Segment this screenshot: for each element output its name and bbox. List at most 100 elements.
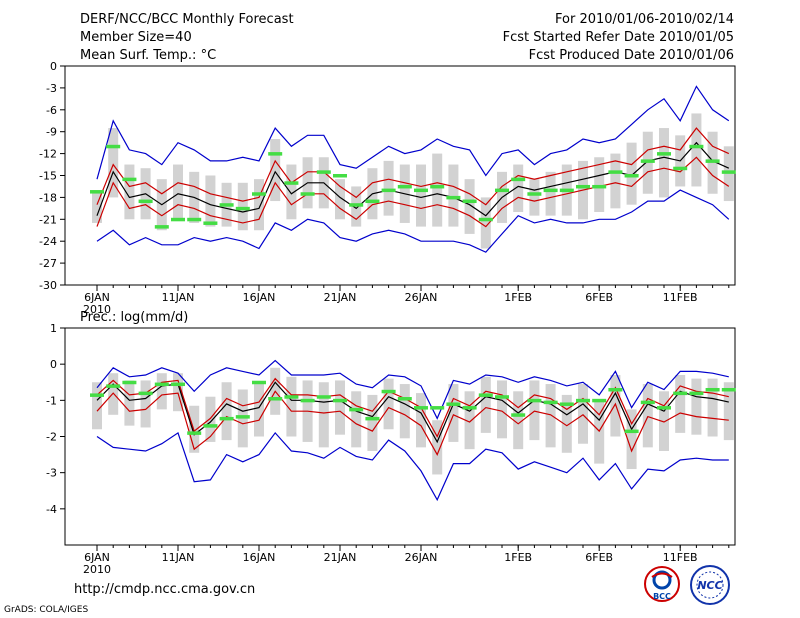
prec-observed-marker (608, 387, 623, 392)
prec-x-tick-label: 11JAN (162, 551, 195, 564)
temp-observed-marker (495, 188, 509, 193)
grads-credit: GrADS: COLA/IGES (4, 605, 89, 615)
prec-observed-marker (300, 398, 315, 403)
temp-quartile-bar (626, 142, 637, 205)
temp-quartile-bar (237, 182, 248, 231)
temp-y-tick-label: -27 (39, 257, 57, 270)
temp-observed-marker (203, 221, 218, 225)
prec-x-tick-label: 6FEB (585, 551, 613, 564)
temp-quartile-bar (173, 164, 183, 220)
prec-observed-marker (219, 416, 234, 421)
chart-title: DERF/NCC/BCC Monthly Forecast (80, 12, 294, 27)
prec-quartile-bar (335, 380, 345, 435)
temp-x-tick-label: 6FEB (585, 291, 613, 304)
prec-observed-marker (478, 393, 493, 397)
temp-observed-marker (640, 159, 655, 163)
temp-y-tick-label: -9 (46, 126, 57, 139)
prec-quartile-bar (140, 380, 151, 428)
temp-year-label: 2010 (83, 303, 111, 316)
prec-y-tick-label: -3 (46, 467, 57, 480)
prec-observed-marker (576, 398, 590, 403)
temp-y-tick-label: -6 (46, 104, 57, 117)
prec-minimum-line (96, 431, 729, 502)
temp-observed-marker (446, 195, 461, 200)
prec-y-tick-label: -1 (46, 394, 57, 407)
temp-observed-marker (90, 190, 104, 194)
prec-y-tick-label: -4 (46, 503, 57, 516)
temp-quartile-bar (594, 157, 605, 212)
temp-observed-marker (559, 188, 574, 193)
temp-observed-marker (657, 152, 671, 156)
source-url: http://cmdp.ncc.cma.gov.cn (74, 582, 256, 597)
temp-y-tick-label: 0 (50, 60, 57, 73)
prec-quartile-bar (399, 384, 410, 439)
temp-maximum-line (96, 85, 730, 180)
temp-observed-marker (414, 188, 428, 193)
temp-observed-marker (235, 206, 250, 211)
produced-date: Fcst Produced Date 2010/01/06 (528, 48, 734, 63)
temp-y-tick-label: -30 (39, 279, 57, 292)
temp-observed-marker (187, 217, 202, 222)
prec-quartile-bar (351, 391, 362, 448)
prec-observed-marker (397, 397, 412, 401)
prec-observed-marker (106, 384, 121, 388)
temp-quartile-bar (335, 179, 345, 220)
prec-observed-marker (446, 402, 461, 406)
temp-quartile-bar (448, 164, 459, 227)
prec-y-tick-label: -2 (46, 431, 57, 444)
prec-upper-spread-line (96, 377, 729, 438)
prec-observed-marker (381, 389, 396, 394)
temp-quartile-bar (691, 113, 702, 187)
prec-observed-marker (462, 406, 477, 410)
prec-quartile-bar (691, 378, 702, 435)
prec-observed-marker (430, 406, 445, 410)
temp-lower-spread-line (96, 156, 730, 228)
prec-quartile-bar (626, 409, 637, 470)
temp-y-tick-label: -3 (46, 82, 57, 95)
temp-x-tick-label: 16JAN (243, 291, 276, 304)
prec-observed-marker (154, 382, 169, 387)
ncc-logo-text: NCC (697, 579, 722, 592)
prec-quartile-bar (578, 384, 588, 444)
prec-maximum-line (96, 359, 729, 420)
temp-quartile-bar (205, 175, 216, 227)
temp-quartile-bar (529, 179, 540, 216)
prec-quartile-bar (464, 391, 475, 450)
temp-x-tick-label: 11FEB (663, 291, 698, 304)
prec-observed-marker (90, 393, 104, 397)
temp-x-tick-label: 26JAN (405, 291, 438, 304)
prec-y-tick-label: 0 (50, 358, 57, 371)
temp-observed-marker (381, 188, 396, 193)
temp-quartile-bar (254, 179, 264, 231)
prec-observed-marker (527, 398, 542, 403)
prec-observed-marker (559, 402, 574, 406)
prec-quartile-bar (318, 382, 329, 448)
temp-observed-marker (106, 144, 121, 149)
temp-y-tick-label: -15 (39, 170, 57, 183)
temp-observed-marker (300, 192, 315, 196)
temp-observed-marker (478, 217, 493, 222)
prec-quartile-bar (254, 384, 264, 437)
prec-quartile-bar (675, 375, 686, 433)
bcc-logo: BCC (644, 566, 680, 602)
prec-quartile-bar (108, 373, 119, 415)
temp-x-tick-label: 6JAN (84, 291, 110, 304)
prec-quartile-bar (124, 380, 135, 426)
prec-quartile-bar (156, 373, 167, 410)
temperature-panel: 0 -3 -6 -9 -12 -15 -18 -21 -24 -27 -30 6JAN 11JAN 16J… (39, 60, 736, 316)
temp-observed-marker (268, 152, 283, 156)
prec-observed-marker (284, 395, 299, 399)
prec-observed-marker (543, 400, 558, 405)
temp-y-tick-label: -12 (39, 148, 57, 161)
temp-quartile-bar (464, 179, 475, 234)
prec-observed-marker (640, 400, 655, 405)
precipitation-panel: 1 0 -1 -2 -3 -4 6JAN 11JAN 16JAN 21JAN 26JAN 1FEB 6F… (46, 322, 736, 576)
temp-observed-marker (122, 177, 137, 182)
prec-observed-marker (333, 398, 347, 403)
prec-quartile-bar (173, 373, 183, 412)
prec-quartile-bar (513, 391, 524, 450)
prec-quartile-bar (367, 394, 378, 451)
temp-observed-marker (462, 199, 477, 204)
prec-observed-marker (203, 424, 218, 428)
